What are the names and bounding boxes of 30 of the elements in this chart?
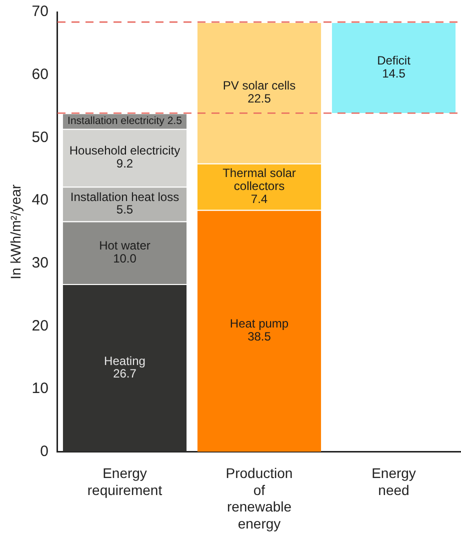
series-label: Installation heat loss bbox=[70, 190, 180, 204]
data-label: 2.5 bbox=[167, 114, 182, 127]
x-tick-label: Energy need bbox=[372, 465, 416, 498]
data-label: 14.5 bbox=[382, 66, 406, 80]
y-tick-label: 70 bbox=[32, 3, 48, 20]
data-label: 7.4 bbox=[250, 192, 268, 206]
series-label: Household electricity bbox=[69, 144, 180, 158]
y-tick-label: 10 bbox=[32, 380, 48, 398]
series-label: PV solar cells bbox=[222, 78, 296, 93]
data-label: 10.0 bbox=[113, 251, 137, 266]
data-label: 5.5 bbox=[116, 202, 134, 217]
y-tick-label: 40 bbox=[32, 192, 48, 209]
y-tick-label: 50 bbox=[32, 128, 48, 146]
series-label: Thermal solar collectors bbox=[222, 166, 296, 193]
data-label: 22.5 bbox=[248, 92, 272, 106]
y-tick-label: 0 bbox=[40, 442, 48, 460]
y-tick-label: 30 bbox=[32, 254, 48, 272]
y-tick-label: 60 bbox=[32, 66, 48, 83]
series-label: Deficit bbox=[377, 53, 412, 68]
data-label: 9.2 bbox=[116, 156, 134, 171]
series-label: Heating bbox=[104, 354, 146, 368]
y-tick-label: 20 bbox=[32, 317, 48, 334]
series-label: Installation electricity bbox=[68, 114, 166, 127]
x-tick-label: Production of renewable energy bbox=[226, 465, 293, 532]
data-label: 38.5 bbox=[248, 330, 272, 344]
y-axis-title: In kWh/m²/year bbox=[7, 184, 24, 280]
series-label: Heat pump bbox=[230, 316, 289, 331]
x-tick-label: Energy requirement bbox=[87, 465, 162, 498]
series-label: Hot water bbox=[99, 238, 150, 252]
data-label: 26.7 bbox=[113, 366, 137, 381]
